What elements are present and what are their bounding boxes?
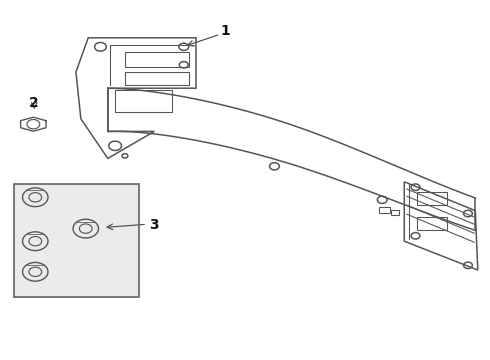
Text: 1: 1 bbox=[220, 24, 230, 37]
Bar bbox=[379, 207, 390, 213]
Text: 3: 3 bbox=[149, 218, 159, 232]
Text: 2: 2 bbox=[28, 96, 38, 109]
Bar bbox=[417, 217, 447, 230]
Bar bbox=[417, 192, 447, 205]
Bar bbox=[391, 210, 399, 215]
Bar bbox=[14, 184, 139, 297]
